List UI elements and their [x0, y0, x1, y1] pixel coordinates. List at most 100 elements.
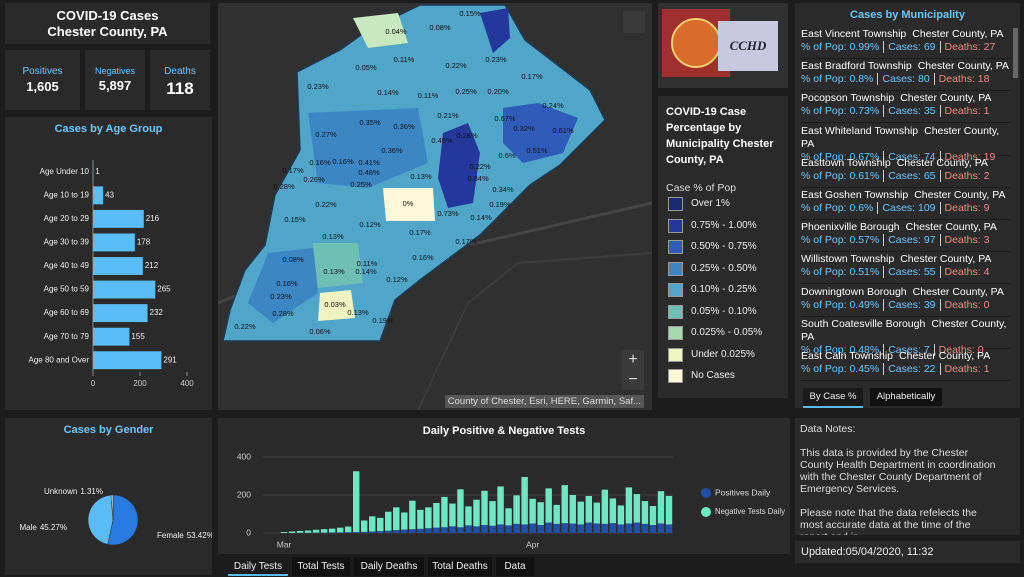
legend-swatch [668, 218, 683, 233]
bar-segment [617, 505, 625, 525]
stat-value: 1,605 [26, 79, 59, 94]
map-label: 0.25% [350, 180, 372, 189]
scrollbar[interactable] [1013, 28, 1018, 78]
region [313, 243, 363, 288]
legend-label: 0.10% - 0.25% [691, 284, 757, 295]
pop-percent: % of Pop: 0.49% [801, 298, 880, 311]
tab[interactable]: Daily Tests [228, 557, 288, 576]
municipality-item[interactable]: East Goshen Township Chester County, PA% … [801, 189, 1010, 220]
bar-segment [441, 496, 448, 528]
value-label: 1 [95, 167, 100, 176]
tab[interactable]: Total Deaths [428, 557, 492, 576]
municipality-stats: % of Pop: 0.61% Cases: 65 Deaths: 2 [801, 169, 1010, 183]
municipality-item[interactable]: Pocopson Township Chester County, PA% of … [801, 92, 1010, 124]
bar [93, 304, 148, 323]
map-label: 0.05% [355, 63, 377, 72]
category-label: Age 40 to 49 [44, 261, 90, 270]
logo-box [718, 21, 778, 71]
municipality-stats: % of Pop: 0.99% Cases: 69 Deaths: 27 [801, 41, 1010, 54]
legend-label: Negative Tests Daily [715, 506, 786, 516]
zoom-out[interactable]: − [628, 371, 638, 388]
logo: CCHD [662, 9, 778, 77]
region [308, 108, 428, 188]
map-label: 0.22% [234, 322, 256, 331]
municipality-name-line: South Coatesville Borough Chester County,… [801, 318, 1010, 344]
map-label: 0.15% [459, 9, 481, 18]
map-label: 0.11% [418, 91, 439, 100]
age-chart: 0 200 400 Age Under 10 1 Age 10 to 19 43 Age 20… [29, 160, 194, 388]
deaths: Deaths: 0 [933, 343, 984, 356]
stat-card: Positives 1,605 [5, 50, 80, 110]
logo-seal [671, 18, 721, 68]
map-label: 0.20% [487, 87, 509, 96]
deaths: Deaths: 1 [939, 363, 990, 375]
sort-tab[interactable]: Alphabetically [870, 388, 942, 406]
municipality-name-line: East Caln Township Chester County, PA [801, 350, 1010, 363]
logo-panel: CCHD [658, 3, 788, 88]
tab[interactable]: Daily Deaths [354, 557, 424, 576]
bar-segment [433, 527, 440, 533]
legend-label: 0.75% - 1.00% [691, 219, 757, 231]
gender-chart: Female 53.42% Male 45.27% Unknown 1.31% [20, 487, 212, 546]
cases: Cases: 69 [883, 41, 936, 53]
notes-panel: Data Notes: This data is provided by the… [795, 418, 1020, 535]
municipality-item[interactable]: Willistown Township Chester County, PA% o… [801, 253, 1010, 285]
map-label: 0.35% [359, 118, 381, 127]
bar-segment [409, 500, 416, 530]
zoom-in[interactable]: + [628, 351, 638, 368]
map-label: 0.51% [526, 146, 548, 155]
legend-label: Over 1% [691, 198, 730, 209]
deaths: Deaths: 4 [939, 266, 990, 279]
deaths: Deaths: 19 [939, 150, 996, 163]
legend-swatch [668, 283, 683, 297]
legend-label: 0.50% - 0.75% [691, 241, 757, 252]
map-label: 0.06% [309, 327, 331, 336]
municipality-item[interactable]: Easttown Township Chester County, PA% of … [801, 157, 1010, 188]
legend-label: Positives Daily [715, 487, 771, 497]
bar-segment [593, 523, 601, 533]
municipality-stats: % of Pop: 0.67% Cases: 74 Deaths: 19 [801, 150, 1010, 164]
municipality-item[interactable]: East Caln Township Chester County, PA% of… [801, 350, 1010, 381]
tab[interactable]: Total Tests [292, 557, 350, 576]
municipality-item[interactable]: Phoenixville Borough Chester County, PA% … [801, 221, 1010, 253]
map-label: 0.15% [284, 215, 306, 224]
municipality-stats: % of Pop: 0.49% Cases: 39 Deaths: 0 [801, 298, 1010, 312]
value-label: 216 [146, 214, 160, 223]
municipality-item[interactable]: South Coatesville Borough Chester County,… [801, 318, 1010, 356]
pie-category: Unknown [44, 487, 77, 496]
municipality-place: Chester County, PA [917, 60, 1009, 73]
municipality-item[interactable]: East Vincent Township Chester County, PA%… [801, 28, 1010, 59]
pie-value: 45.27% [40, 523, 67, 532]
municipality-stats: % of Pop: 0.6% Cases: 109 Deaths: 9 [801, 202, 1010, 215]
title-panel: COVID-19 Cases Chester County, PA [5, 3, 210, 44]
map-label: 0.23% [270, 292, 292, 301]
notes-paragraph: Please note that the data refelects the … [800, 507, 977, 535]
map-label: 0.12% [386, 275, 408, 284]
sort-tab[interactable]: By Case % [803, 388, 863, 408]
zoom[interactable]: + − [622, 350, 644, 390]
tests-title: Daily Positive & Negative Tests [422, 425, 586, 437]
municipality-item[interactable]: Downingtown Borough Chester County, PA% o… [801, 286, 1010, 317]
layer-button[interactable] [623, 11, 645, 33]
logo-text: CCHD [730, 38, 767, 53]
bar-segment [561, 523, 568, 533]
bar-segment [457, 527, 464, 533]
legend-subtitle: Case % of Pop [666, 182, 737, 194]
bar-segment [489, 501, 496, 526]
map-label: 0.17% [282, 166, 304, 175]
tab[interactable]: Data [496, 557, 534, 576]
bar-segment [465, 506, 472, 526]
municipality-name: East Goshen Township [801, 189, 909, 201]
bar-segment [585, 495, 592, 523]
municipality-item[interactable]: East Bradford Township Chester County, PA… [801, 60, 1010, 92]
map-label: 0.14% [470, 213, 492, 222]
value-label: 291 [163, 355, 177, 364]
map-label: 0.13% [410, 172, 432, 181]
map-label: 0.36% [393, 122, 415, 131]
bar-segment [417, 509, 424, 529]
municipality-name: Willistown Township [801, 253, 895, 266]
municipality-name: East Whiteland Township [801, 124, 919, 137]
bar-segment [601, 523, 609, 533]
bar-segment [641, 523, 649, 533]
municipality-item[interactable]: East Whiteland Township Chester County, P… [801, 124, 1010, 163]
